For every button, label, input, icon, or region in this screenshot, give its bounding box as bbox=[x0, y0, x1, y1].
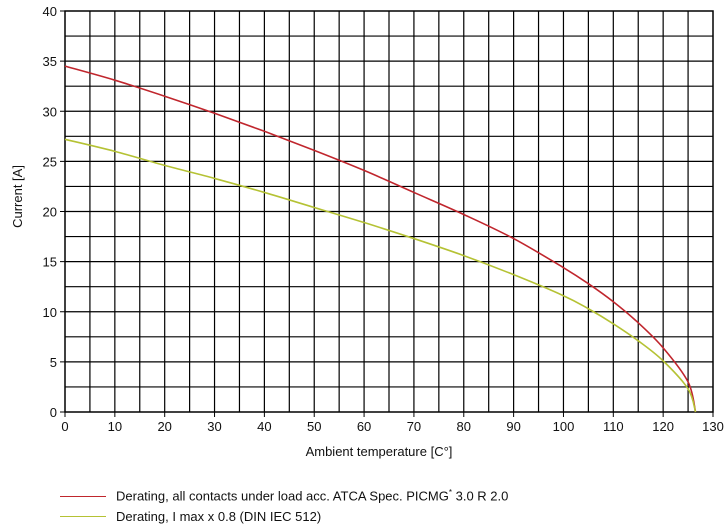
legend: Derating, all contacts under load acc. A… bbox=[60, 486, 508, 526]
x-axis-label: Ambient temperature [C°] bbox=[306, 444, 453, 459]
series-line-0 bbox=[64, 65, 697, 413]
x-tick-label: 110 bbox=[603, 419, 624, 434]
x-tick-label: 50 bbox=[307, 419, 321, 434]
y-tick-label: 20 bbox=[43, 205, 57, 220]
x-tick-label: 90 bbox=[506, 419, 520, 434]
y-tick-label: 0 bbox=[50, 405, 57, 420]
legend-item-red: Derating, all contacts under load acc. A… bbox=[60, 486, 508, 506]
legend-label-red: Derating, all contacts under load acc. A… bbox=[116, 488, 509, 504]
y-tick-label: 25 bbox=[43, 154, 57, 169]
x-tick-label: 70 bbox=[407, 419, 421, 434]
series-line-1 bbox=[64, 138, 697, 413]
x-tick-label: 130 bbox=[702, 419, 724, 434]
x-tick-label: 40 bbox=[257, 419, 271, 434]
y-tick-label: 30 bbox=[43, 104, 57, 119]
y-tick-label: 40 bbox=[43, 4, 57, 19]
derating-chart: 0 10 20 30 40 50 60 70 80 90 100 110 120 130 0 5 10 15 20 2… bbox=[10, 4, 724, 459]
x-tick-label: 120 bbox=[652, 419, 674, 434]
y-tick-label: 10 bbox=[43, 305, 57, 320]
x-tick-label: 20 bbox=[157, 419, 171, 434]
legend-swatch-green bbox=[60, 515, 106, 517]
x-tick-label: 100 bbox=[553, 419, 575, 434]
x-tick-label: 10 bbox=[108, 419, 122, 434]
legend-item-green: Derating, I max x 0.8 (DIN IEC 512) bbox=[60, 506, 508, 526]
y-tick-label: 15 bbox=[43, 255, 57, 270]
x-tick-label: 30 bbox=[207, 419, 221, 434]
y-tick-label: 5 bbox=[50, 355, 57, 370]
y-axis-label: Current [A] bbox=[10, 165, 25, 228]
y-tick-label: 35 bbox=[43, 54, 57, 69]
legend-label-green: Derating, I max x 0.8 (DIN IEC 512) bbox=[116, 508, 322, 524]
x-tick-label: 60 bbox=[357, 419, 371, 434]
x-tick-label: 0 bbox=[61, 419, 68, 434]
legend-swatch-red bbox=[60, 495, 106, 497]
x-tick-label: 80 bbox=[457, 419, 471, 434]
